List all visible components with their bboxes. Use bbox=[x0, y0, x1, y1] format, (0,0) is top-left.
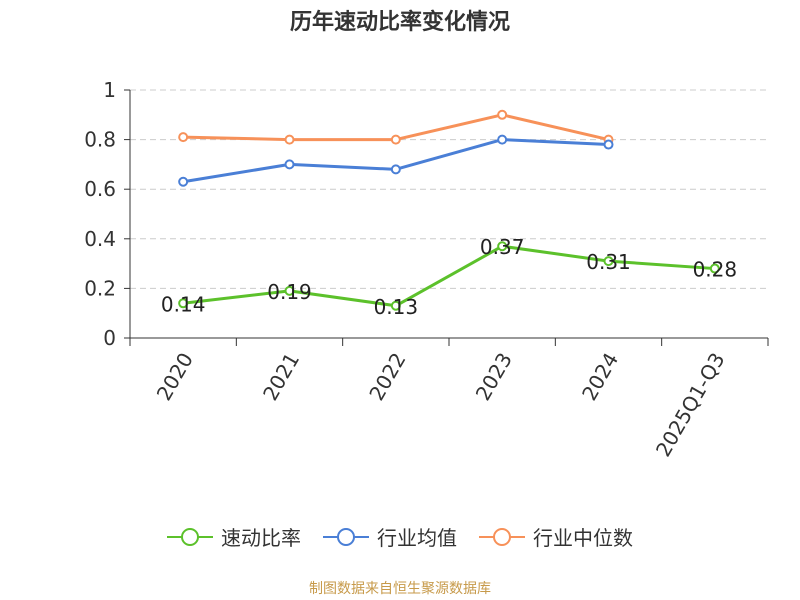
legend-label-industry-median: 行业中位数 bbox=[533, 526, 633, 550]
data-point bbox=[497, 109, 508, 120]
series-line-1 bbox=[182, 138, 609, 184]
legend-marker-industry-median bbox=[479, 527, 525, 546]
data-point bbox=[390, 134, 401, 145]
y-tick-label: 0.4 bbox=[84, 227, 116, 251]
legend-marker-quick-ratio bbox=[167, 527, 213, 546]
data-label: 0.13 bbox=[374, 295, 419, 319]
data-point bbox=[284, 134, 295, 145]
data-point bbox=[390, 164, 401, 175]
data-point bbox=[497, 241, 508, 252]
data-point bbox=[178, 176, 189, 187]
data-label: 0.28 bbox=[693, 258, 738, 282]
data-label: 0.37 bbox=[480, 235, 525, 259]
data-point bbox=[284, 159, 295, 170]
y-tick-label: 0.6 bbox=[84, 177, 116, 201]
x-tick-label: 2023 bbox=[471, 348, 517, 404]
y-tick-label: 1 bbox=[103, 78, 116, 102]
data-point bbox=[178, 298, 189, 309]
legend-marker-industry-mean bbox=[323, 527, 369, 546]
data-point bbox=[709, 263, 720, 274]
x-tick-label: 2022 bbox=[364, 349, 410, 405]
legend: 速动比率 行业均值 行业中位数 bbox=[0, 522, 800, 551]
chart-title: 历年速动比率变化情况 bbox=[289, 10, 510, 35]
legend-label-industry-mean: 行业均值 bbox=[377, 526, 457, 550]
x-tick-label: 2024 bbox=[577, 349, 623, 405]
data-point bbox=[284, 285, 295, 296]
data-label: 0.19 bbox=[267, 280, 312, 304]
y-tick-label: 0.2 bbox=[84, 276, 116, 300]
legend-item-industry-median[interactable]: 行业中位数 bbox=[479, 522, 633, 551]
x-tick-label: 2020 bbox=[152, 349, 198, 405]
data-point bbox=[497, 134, 508, 145]
data-point bbox=[178, 132, 189, 143]
x-tick-label: 2025Q1-Q3 bbox=[651, 349, 730, 461]
source-footer: 制图数据来自恒生聚源数据库 bbox=[309, 581, 491, 597]
legend-label-quick-ratio: 速动比率 bbox=[221, 526, 301, 550]
data-point bbox=[390, 300, 401, 311]
series-line-0 bbox=[182, 244, 715, 308]
x-tick-label: 2021 bbox=[258, 349, 304, 405]
data-label: 0.31 bbox=[586, 250, 631, 274]
data-point bbox=[603, 139, 614, 150]
y-tick-label: 0.8 bbox=[84, 128, 116, 152]
data-point bbox=[603, 256, 614, 267]
legend-item-quick-ratio[interactable]: 速动比率 bbox=[167, 522, 301, 551]
data-label: 0.14 bbox=[161, 292, 206, 316]
y-tick-label: 0 bbox=[103, 326, 116, 350]
legend-item-industry-mean[interactable]: 行业均值 bbox=[323, 522, 457, 551]
